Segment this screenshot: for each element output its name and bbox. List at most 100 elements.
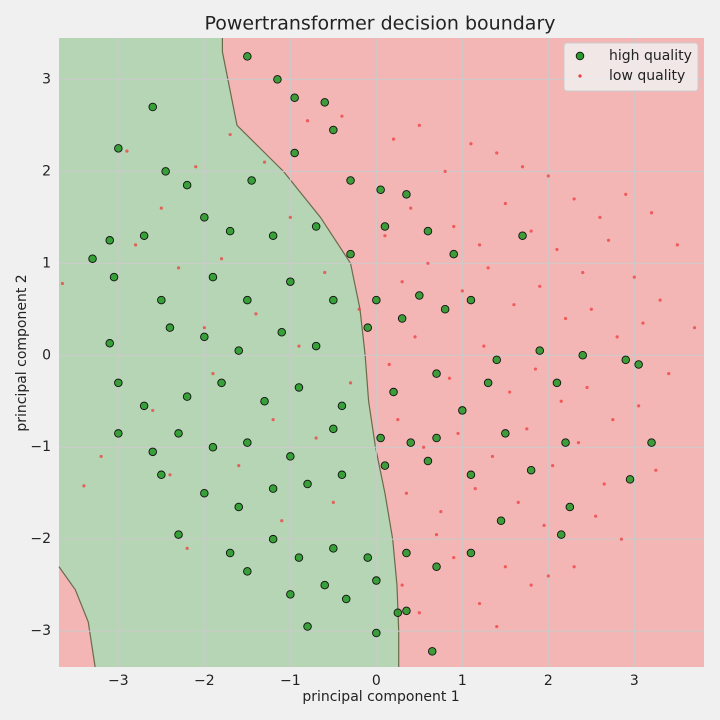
point — [303, 622, 312, 631]
point — [290, 148, 299, 158]
point — [320, 98, 329, 107]
point — [228, 132, 232, 137]
point — [211, 372, 215, 376]
x-tick-label: −2 — [194, 673, 215, 689]
point — [402, 548, 411, 558]
point — [477, 601, 482, 606]
point — [542, 523, 546, 527]
point — [105, 339, 114, 348]
point — [277, 328, 286, 337]
point — [114, 429, 123, 438]
point — [237, 464, 241, 468]
point — [572, 565, 576, 569]
point — [247, 176, 256, 185]
point — [297, 344, 301, 348]
point — [452, 224, 456, 229]
point — [383, 234, 387, 238]
point — [200, 332, 209, 342]
y-tick-label: −2 — [30, 531, 51, 547]
point — [174, 429, 183, 438]
point — [363, 553, 372, 562]
point — [400, 280, 404, 284]
y-tick-label: 2 — [42, 163, 51, 179]
point — [619, 537, 624, 541]
point — [139, 401, 149, 411]
point — [60, 281, 65, 286]
point — [565, 502, 575, 512]
point — [268, 231, 278, 240]
point — [440, 305, 450, 314]
point — [581, 270, 585, 275]
point — [563, 316, 568, 321]
legend-marker — [575, 51, 585, 61]
point — [538, 284, 542, 288]
point — [88, 254, 97, 263]
point — [483, 378, 493, 388]
point — [452, 555, 456, 560]
point — [473, 486, 477, 491]
point — [546, 574, 550, 578]
point — [174, 530, 183, 539]
point — [508, 390, 512, 394]
point — [159, 206, 163, 210]
point — [348, 381, 353, 385]
point — [219, 257, 224, 261]
point — [417, 123, 421, 127]
point — [641, 321, 645, 325]
point — [161, 167, 170, 176]
point — [477, 243, 482, 247]
point — [432, 562, 441, 572]
x-tick-label: 1 — [458, 673, 467, 689]
point — [303, 479, 312, 489]
point — [243, 52, 252, 61]
point — [268, 534, 278, 544]
point — [254, 312, 258, 316]
point — [372, 628, 381, 638]
point — [518, 231, 527, 240]
point — [526, 465, 536, 475]
point — [397, 314, 407, 323]
x-tick-label: 2 — [544, 673, 553, 689]
point — [466, 548, 476, 558]
legend-box — [563, 42, 699, 92]
point — [529, 229, 533, 233]
point — [576, 441, 581, 445]
point — [647, 438, 656, 447]
point — [469, 142, 473, 146]
point — [692, 326, 697, 330]
point — [346, 249, 355, 259]
point — [202, 326, 206, 330]
point — [503, 201, 507, 206]
x-axis-label: principal component 1 — [302, 689, 459, 705]
point — [363, 323, 372, 332]
point — [243, 438, 252, 447]
point — [243, 295, 252, 305]
point — [329, 424, 338, 434]
point — [148, 447, 157, 457]
point — [615, 335, 619, 339]
point — [449, 249, 458, 259]
point — [400, 583, 404, 587]
point — [182, 392, 192, 401]
point — [490, 454, 495, 459]
point — [340, 114, 344, 118]
point — [516, 500, 520, 504]
point — [606, 238, 611, 242]
point — [314, 436, 318, 440]
y-tick-label: 0 — [42, 347, 51, 363]
point — [482, 344, 486, 348]
point — [82, 484, 86, 488]
point — [387, 362, 391, 367]
point — [337, 401, 347, 411]
point — [456, 431, 460, 436]
point — [402, 190, 411, 199]
point — [535, 346, 544, 355]
point — [598, 215, 602, 219]
point — [200, 213, 209, 222]
point — [286, 452, 295, 461]
point — [208, 442, 218, 452]
point — [372, 576, 381, 585]
point — [637, 404, 641, 408]
point — [208, 272, 218, 282]
